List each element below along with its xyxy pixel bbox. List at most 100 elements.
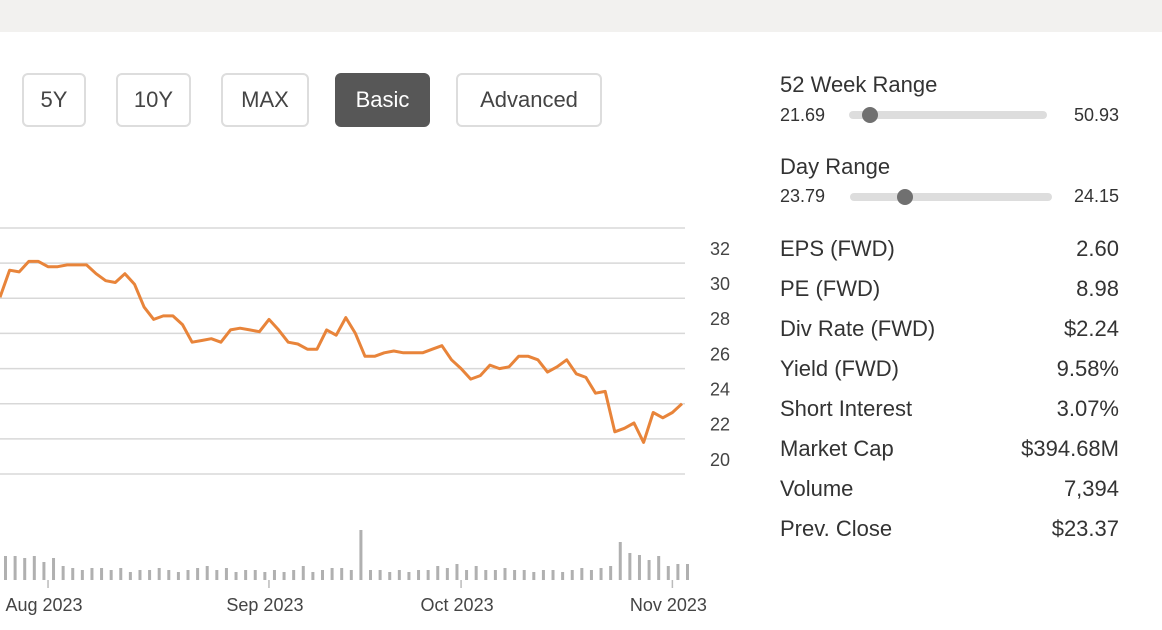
volume-bar [657,556,661,580]
volume-bar [157,568,161,580]
y-tick-label: 32 [710,239,730,259]
y-tick-label: 28 [710,309,730,329]
volume-bar [320,570,324,580]
view-button[interactable]: Basic [335,73,430,127]
stat-row: EPS (FWD) 2.60 [780,236,1119,266]
volume-bar [369,570,373,580]
volume-bar [244,570,248,580]
range-low: 23.79 [780,186,826,206]
price-chart: 20 22 24 26 28 30 32 Aug 2023 Sep 2023 Oct 2023 No… [0,227,730,615]
volume-bar [205,566,209,580]
volume-bar [109,570,113,580]
stat-value: $2.24 [1063,316,1119,341]
volume-bar [224,568,228,580]
volume-bar [119,568,123,580]
stat-value: $394.68M [1021,436,1119,461]
volume-bar [263,572,267,580]
volume-bar [100,568,104,580]
stat-value: 3.07% [1056,396,1119,421]
stat-value: 2.60 [1076,236,1119,261]
volume-bar [340,568,344,580]
x-tick-label: Oct 2023 [421,595,494,615]
stat-label: Short Interest [780,396,913,421]
volume-bar [311,572,315,580]
stat-label: Market Cap [780,436,894,461]
volume-bar [426,570,430,580]
volume-bar [609,566,613,580]
volume-bar [503,568,507,580]
volume-bar [330,568,334,580]
volume-bar [417,570,421,580]
volume-bar [272,570,276,580]
y-tick-label: 26 [710,344,730,364]
volume-bar [474,566,478,580]
volume-bar [42,562,46,580]
volume-bar [349,570,353,580]
range-knob [862,107,878,123]
volume-bar [637,555,641,580]
volume-bar [215,570,219,580]
volume-bar [580,568,584,580]
volume-bar [445,568,449,580]
range-button[interactable]: MAX [221,73,309,127]
volume-bar [80,570,84,580]
volume-bar [234,572,238,580]
volume-bar [378,570,382,580]
volume-bar [196,568,200,580]
y-tick-label: 22 [710,415,730,435]
x-tick-label: Sep 2023 [226,595,303,615]
stat-row: Volume 7,394 [780,476,1119,506]
stat-value: 9.58% [1056,356,1119,381]
view-button[interactable]: Advanced [456,73,602,127]
volume-bar [186,570,190,580]
y-tick-label: 24 [710,379,730,399]
volume-bar [618,542,622,580]
volume-bar [551,570,555,580]
volume-bar [676,564,680,580]
range-track [849,111,1047,119]
stat-label: Div Rate (FWD) [780,316,936,341]
stat-label: PE (FWD) [780,276,881,301]
volume-bar [282,572,286,580]
volume-bar [23,558,27,580]
volume-bar [455,564,459,580]
range-knob [897,189,913,205]
range-label: 52 Week Range [780,72,938,97]
volume-bar [52,558,56,580]
x-tick-label: Nov 2023 [630,595,707,615]
range-button[interactable]: 5Y [22,73,86,127]
stat-value: 8.98 [1076,276,1119,301]
volume-bar [532,572,536,580]
volume-bar [407,572,411,580]
top-bar [0,0,1162,32]
stat-row: Short Interest 3.07% [780,396,1119,426]
volume-bar [541,570,545,580]
volume-bar [647,560,651,580]
volume-bar [686,564,689,580]
volume-bar [561,572,565,580]
stat-row: Yield (FWD) 9.58% [780,356,1119,386]
volume-bar [90,568,94,580]
stat-value: $23.37 [1051,516,1119,541]
y-tick-label: 30 [710,274,730,294]
range-button[interactable]: 10Y [116,73,191,127]
range-high: 50.93 [1073,105,1119,125]
volume-bar [599,568,603,580]
volume-bar [522,570,526,580]
volume-bar [32,556,36,580]
volume-bar [436,566,440,580]
volume-bar [628,553,632,580]
volume-bar [138,570,142,580]
volume-bar [292,570,296,580]
stat-row: Div Rate (FWD) $2.24 [780,316,1119,346]
volume-bar [253,570,257,580]
volume-bar [167,570,171,580]
volume-bar [493,570,497,580]
volume-bar [465,570,469,580]
stat-label: Yield (FWD) [780,356,899,381]
volume-bar [666,566,670,580]
range-label: Day Range [780,154,891,179]
stat-row: Market Cap $394.68M [780,436,1119,466]
stat-value: 7,394 [1063,476,1119,501]
